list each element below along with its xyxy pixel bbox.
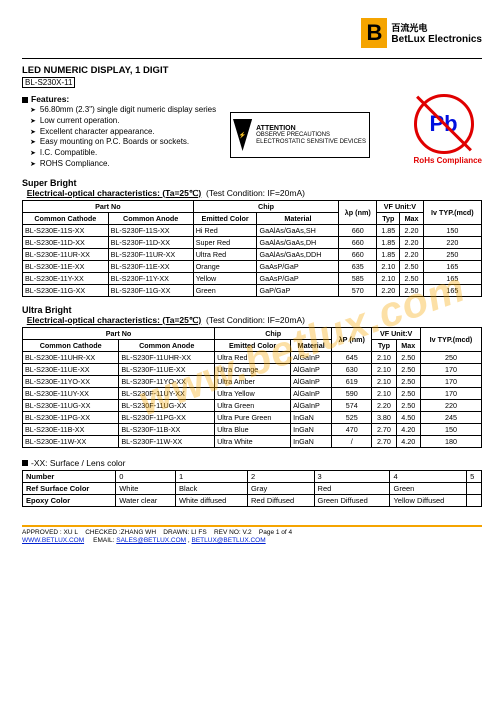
logo-text: 百流光电 BetLux Electronics	[391, 21, 482, 45]
table-row: BL-S230E-11D-XXBL-S230F-11D-XXSuper RedG…	[23, 236, 482, 248]
table-row: BL-S230E-11G-XXBL-S230F-11G-XXGreenGaP/G…	[23, 284, 482, 296]
logo-en: BetLux Electronics	[391, 34, 482, 45]
rohs-label: RoHs Compliance	[414, 156, 482, 165]
lens-head: -XX: Surface / Lens color	[22, 458, 482, 468]
logo-cn: 百流光电	[391, 21, 482, 34]
table-row: BL-S230E-11W-XXBL-S230F-11W-XXUltra Whit…	[23, 435, 482, 447]
table-row: Number012345	[23, 470, 482, 482]
hr	[22, 58, 482, 59]
table-row: BL-S230E-11UHR-XXBL-S230F-11UHR-XXUltra …	[23, 351, 482, 363]
table-row: BL-S230E-11S-XXBL-S230F-11S-XXHi RedGaAl…	[23, 224, 482, 236]
features-block: Features: 56.80mm (2.3") single digit nu…	[22, 94, 482, 170]
esd-attention-box: ⚡ ATTENTION OBSERVE PRECAUTIONS ELECTROS…	[230, 112, 370, 158]
logo: B 百流光电 BetLux Electronics	[361, 18, 482, 48]
rohs-badge: Pb RoHs Compliance	[414, 94, 482, 165]
table-super-bright: Part No Chip λp (nm) VF Unit:V Iv TYP.(m…	[22, 200, 482, 297]
section-sub: Electrical-optical characteristics: (Ta=…	[22, 188, 482, 199]
logo-icon: B	[361, 18, 387, 48]
section-super-bright: Super Bright	[22, 178, 482, 188]
footer-link-site[interactable]: WWW.BETLUX.COM	[22, 537, 84, 544]
table-row: BL-S230E-11B-XXBL-S230F-11B-XXUltra Blue…	[23, 423, 482, 435]
table-row: Epoxy ColorWater clearWhite diffusedRed …	[23, 494, 482, 506]
footer-link-email2[interactable]: BETLUX@BETLUX.COM	[192, 537, 266, 544]
section-ultra-bright: Ultra Bright	[22, 305, 482, 315]
esd-icon: ⚡	[233, 119, 252, 151]
table-row: BL-S230E-11UE-XXBL-S230F-11UE-XXUltra Or…	[23, 363, 482, 375]
table-row: BL-S230E-11UR-XXBL-S230F-11UR-XXUltra Re…	[23, 248, 482, 260]
table-ultra-bright: Part No Chip λP (nm) VF Unit:V Iv TYP.(m…	[22, 327, 482, 448]
header: B 百流光电 BetLux Electronics	[22, 18, 482, 54]
page-title: LED NUMERIC DISPLAY, 1 DIGIT	[22, 65, 482, 76]
product-code: BL-S230X-11	[22, 77, 75, 88]
attention-text: ATTENTION OBSERVE PRECAUTIONS ELECTROSTA…	[256, 125, 367, 146]
section-sub: Electrical-optical characteristics: (Ta=…	[22, 315, 482, 326]
table-row: BL-S230E-11E-XXBL-S230F-11E-XXOrangeGaAs…	[23, 260, 482, 272]
table-row: BL-S230E-11YO-XXBL-S230F-11YO-XXUltra Am…	[23, 375, 482, 387]
footer: APPROVED : XU L CHECKED :ZHANG WH DRAWN:…	[22, 525, 482, 546]
table-row: BL-S230E-11UY-XXBL-S230F-11UY-XXUltra Ye…	[23, 387, 482, 399]
footer-link-email1[interactable]: SALES@BETLUX.COM	[116, 537, 186, 544]
table-row: Ref Surface ColorWhiteBlackGrayRedGreen	[23, 482, 482, 494]
table-row: BL-S230E-11Y-XXBL-S230F-11Y-XXYellowGaAs…	[23, 272, 482, 284]
pb-no-icon: Pb	[414, 94, 474, 154]
table-row: BL-S230E-11PG-XXBL-S230F-11PG-XXUltra Pu…	[23, 411, 482, 423]
table-lens-color: Number012345Ref Surface ColorWhiteBlackG…	[22, 470, 482, 507]
table-row: BL-S230E-11UG-XXBL-S230F-11UG-XXUltra Gr…	[23, 399, 482, 411]
